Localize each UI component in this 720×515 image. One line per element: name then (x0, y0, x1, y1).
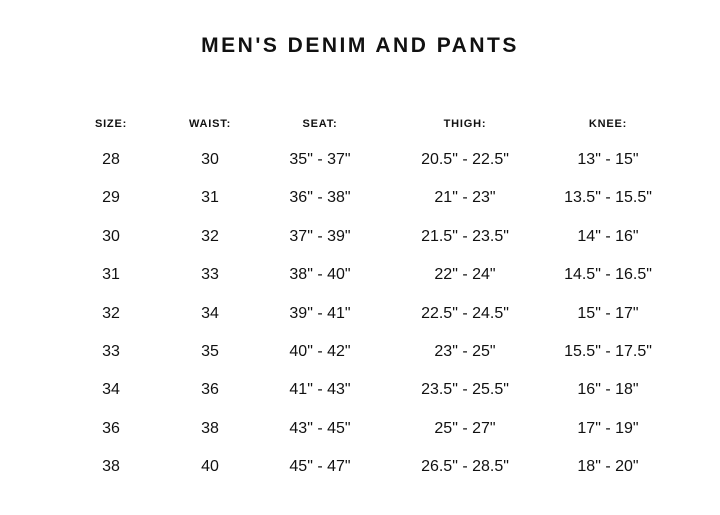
cell-knee: 15" - 17" (577, 304, 639, 322)
cell-size: 38 (102, 458, 120, 476)
cell-seat: 35" - 37" (289, 151, 351, 168)
header-seat: SEAT: (302, 118, 338, 130)
cell-size: 31 (102, 266, 120, 284)
cell-waist: 34 (201, 304, 219, 322)
cell-knee: 18" - 20" (577, 458, 639, 476)
cell-waist: 35 (201, 343, 219, 360)
cell-seat: 36" - 38" (289, 189, 351, 207)
cell-knee: 16" - 18" (577, 381, 639, 399)
cell-waist: 36 (201, 381, 219, 399)
header-waist: WAIST: (188, 118, 232, 130)
cell-size: 32 (102, 304, 120, 322)
cell-waist: 32 (201, 227, 219, 245)
cell-size: 28 (102, 151, 120, 168)
cell-waist: 38 (201, 419, 219, 437)
cell-seat: 37" - 39" (289, 227, 351, 245)
cell-thigh: 25" - 27" (434, 419, 496, 437)
cell-size: 34 (102, 381, 120, 399)
cell-knee: 13.5" - 15.5" (564, 189, 652, 207)
cell-seat: 39" - 41" (289, 304, 351, 322)
header-thigh: THIGH: (443, 118, 487, 130)
cell-thigh: 21" - 23" (434, 189, 496, 207)
cell-knee: 14" - 16" (577, 227, 639, 245)
header-size: SIZE: (94, 118, 128, 130)
header-knee: KNEE: (588, 118, 628, 130)
cell-seat: 43" - 45" (289, 419, 351, 437)
cell-size: 30 (102, 227, 120, 245)
cell-size: 36 (102, 419, 120, 437)
cell-size: 33 (102, 343, 120, 360)
cell-knee: 14.5" - 16.5" (564, 266, 652, 284)
cell-thigh: 26.5" - 28.5" (421, 458, 509, 476)
cell-thigh: 23" - 25" (434, 343, 496, 360)
cell-thigh: 21.5" - 23.5" (421, 227, 509, 245)
cell-waist: 31 (201, 189, 219, 207)
cell-waist: 33 (201, 266, 219, 284)
cell-thigh: 22.5" - 24.5" (421, 304, 509, 322)
cell-thigh: 20.5" - 22.5" (421, 151, 509, 168)
cell-seat: 41" - 43" (289, 381, 351, 399)
cell-seat: 45" - 47" (289, 458, 351, 476)
cell-knee: 13" - 15" (577, 151, 639, 168)
cell-knee: 17" - 19" (577, 419, 639, 437)
cell-waist: 30 (201, 151, 219, 168)
cell-seat: 38" - 40" (289, 266, 351, 284)
cell-knee: 15.5" - 17.5" (564, 343, 652, 360)
cell-thigh: 23.5" - 25.5" (421, 381, 509, 399)
cell-size: 29 (102, 189, 120, 207)
page-title: MEN'S DENIM AND PANTS (201, 34, 519, 57)
cell-thigh: 22" - 24" (434, 266, 496, 284)
cell-seat: 40" - 42" (289, 343, 351, 360)
cell-waist: 40 (201, 458, 219, 476)
